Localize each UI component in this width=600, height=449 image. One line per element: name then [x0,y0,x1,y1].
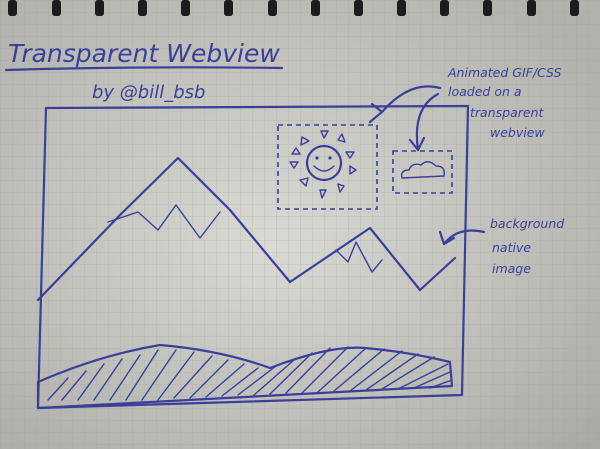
annotation-background: background native image [490,216,564,276]
annotation-webview: Animated GIF/CSS loaded on a transparent… [447,65,562,140]
annotation-webview-line-3: transparent [470,105,544,120]
title-underline [4,66,284,72]
sketch-title: Transparent Webview [8,39,280,68]
webview-gif-box-sun [277,124,378,210]
mountain-outline [36,156,457,302]
arrow-to-sun-box [380,85,442,114]
annotation-background-line-3: image [492,261,531,276]
arrowhead-sun [368,102,384,124]
cloud-icon [400,161,446,179]
arrow-to-cloud-box [415,92,440,152]
annotation-webview-line-2: loaded on a [448,84,522,99]
spiral-binding [8,0,579,16]
arrowhead-cloud [408,136,426,152]
sun-icon [289,130,357,199]
arrow-to-background [442,229,486,246]
arrowhead-background [438,230,456,246]
sketch-byline: by @bill_bsb [92,82,205,103]
annotation-background-line-1: background [490,216,564,231]
mountain-snowcap-right [335,241,383,273]
webview-gif-box-cloud [392,150,453,194]
hatched-hills [36,343,454,410]
screen-frame [36,104,470,410]
annotation-webview-line-1: Animated GIF/CSS [447,65,562,80]
mountain-snowcap-left [107,204,221,239]
annotation-webview-line-4: webview [490,125,545,140]
annotation-background-line-2: native [492,240,531,255]
